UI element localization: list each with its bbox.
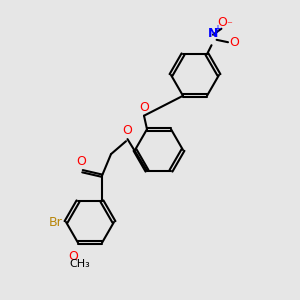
Text: N: N: [208, 27, 218, 40]
Text: O: O: [139, 101, 149, 114]
Text: ⁻: ⁻: [226, 20, 232, 30]
Text: O: O: [69, 250, 78, 263]
Text: O: O: [76, 155, 86, 168]
Text: O: O: [230, 36, 239, 49]
Text: O: O: [123, 124, 132, 137]
Text: +: +: [213, 24, 220, 34]
Text: Br: Br: [49, 215, 63, 229]
Text: O: O: [217, 16, 227, 29]
Text: CH₃: CH₃: [69, 259, 90, 269]
